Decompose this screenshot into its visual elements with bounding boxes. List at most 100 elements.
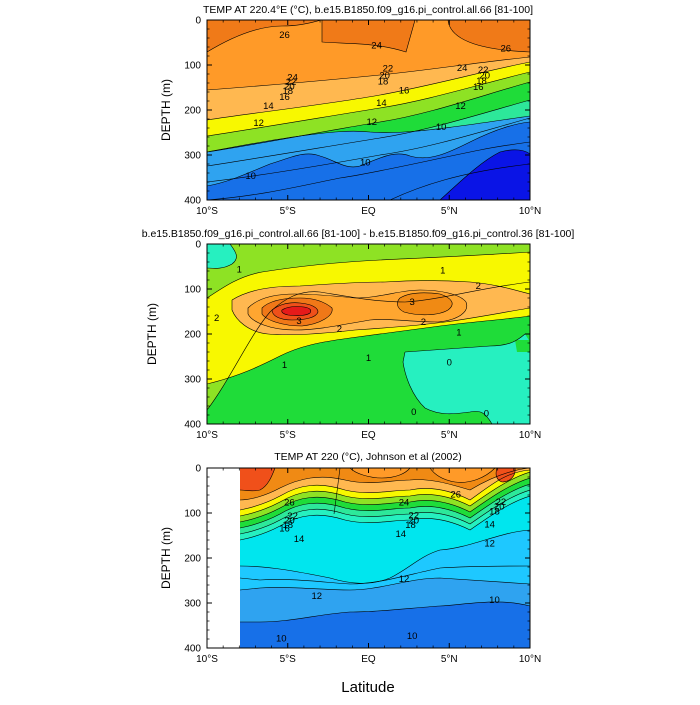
x-tick-label: 10°N: [519, 654, 541, 665]
contour-label: 14: [376, 98, 387, 109]
panel-1-axis-ticks: 10°S 5°S EQ 5°N 10°N 0 100 200 300 400: [184, 16, 541, 218]
contour-label: 14: [484, 519, 495, 530]
panel-2-difference: b.e15.B1850.f09_g16.pi_control.all.66 [8…: [142, 228, 575, 441]
contour-label: 16: [473, 82, 484, 93]
contour-label: 24: [287, 73, 298, 84]
x-tick-label: EQ: [361, 206, 376, 217]
contour-label: 1: [282, 360, 287, 371]
contour-label: 0: [447, 357, 452, 368]
contour-label: 14: [294, 534, 305, 545]
contour-label: 14: [263, 101, 274, 112]
contour-label: 26: [450, 490, 461, 501]
x-tick-label: 5°S: [280, 430, 297, 441]
x-tick-label: 5°N: [441, 206, 458, 217]
x-tick-label: 10°S: [196, 430, 218, 441]
contour-label: 12: [366, 117, 377, 128]
contour-label: 3: [296, 316, 301, 327]
contour-label: 22: [478, 65, 489, 76]
y-tick-label: 0: [195, 240, 201, 251]
y-tick-label: 200: [184, 330, 201, 341]
contour-label: 14: [396, 529, 407, 540]
contour-label: 20: [494, 501, 505, 512]
contour-label: 1: [237, 264, 242, 275]
panel-2-title: b.e15.B1850.f09_g16.pi_control.all.66 [8…: [142, 228, 575, 240]
y-tick-label: 200: [184, 554, 201, 565]
panel-1-contour-lines: [207, 20, 530, 200]
contour-label: 16: [399, 85, 410, 96]
panel-1-deep-fill: [207, 116, 530, 200]
contour-label: 22: [496, 497, 507, 508]
contour-label: 12: [484, 539, 495, 550]
contour-label: 22: [383, 64, 394, 75]
panel-1-model-temperature: TEMP AT 220.4°E (°C), b.e15.B1850.f09_g1…: [159, 4, 541, 218]
x-tick-label: EQ: [361, 654, 376, 665]
contour-label: 12: [399, 574, 410, 585]
contour-label: 18: [282, 520, 293, 531]
panel-2-contour-fill: [207, 244, 530, 424]
contour-label: 0: [484, 408, 489, 419]
y-tick-label: 0: [195, 464, 201, 475]
contour-label: 20: [379, 70, 390, 81]
contour-label: 2: [476, 281, 481, 292]
contour-label: 1: [456, 327, 461, 338]
contour-label: 1: [366, 353, 371, 364]
contour-label: 18: [282, 86, 293, 97]
y-tick-label: 300: [184, 151, 201, 162]
contour-label: 18: [476, 76, 487, 87]
contour-label: 10: [360, 157, 371, 168]
panel-3-contour-labels: 26 24262220181614222018142220181412121210…: [276, 490, 506, 645]
x-tick-label: 10°S: [196, 654, 218, 665]
x-tick-label: 5°S: [280, 654, 297, 665]
contour-label: 10: [245, 171, 256, 182]
contour-label: 22: [286, 77, 297, 88]
contour-label: 2: [337, 324, 342, 335]
panel-3-contour-lines: [239, 468, 530, 623]
contour-label: 22: [408, 510, 419, 521]
contour-label: 2: [421, 317, 426, 328]
panel-3-y-axis-label: DEPTH (m): [159, 527, 173, 589]
x-tick-label: EQ: [361, 430, 376, 441]
contour-label: 20: [284, 82, 295, 93]
contour-label: 24: [371, 40, 382, 51]
contour-label: 3: [409, 297, 414, 308]
contour-label: 10: [276, 634, 287, 645]
contour-label: 26: [284, 497, 295, 508]
y-tick-label: 0: [195, 16, 201, 27]
contour-label: 20: [479, 70, 490, 81]
panel-3-observed-temperature: TEMP AT 220 (°C), Johnson et al (2002): [159, 451, 541, 665]
y-tick-label: 200: [184, 106, 201, 117]
contour-label: 24: [457, 63, 468, 74]
y-tick-label: 400: [184, 420, 201, 431]
contour-label: 0: [411, 407, 416, 418]
y-tick-label: 100: [184, 285, 201, 296]
y-tick-label: 400: [184, 196, 201, 207]
contour-label: 18: [405, 520, 416, 531]
x-tick-label: 10°N: [519, 430, 541, 441]
panel-2-contour-lines: [207, 244, 530, 424]
contour-label: 18: [378, 76, 389, 87]
contour-label: 2: [214, 313, 219, 324]
y-tick-label: 400: [184, 644, 201, 655]
x-tick-label: 5°N: [441, 430, 458, 441]
contour-label: 16: [279, 92, 290, 103]
y-tick-label: 100: [184, 509, 201, 520]
contour-label: 12: [455, 101, 466, 112]
panel-3-axis-ticks: 10°S 5°S EQ 5°N 10°N 0 100 200 300 400: [184, 464, 541, 666]
contour-label: 26: [279, 30, 290, 41]
x-tick-label: 10°N: [519, 206, 541, 217]
contour-label: 1: [440, 266, 445, 277]
contour-label: 10: [407, 631, 418, 642]
contour-label: 22: [287, 511, 298, 522]
x-tick-label: 10°S: [196, 206, 218, 217]
panel-3-contour-fill: [207, 468, 530, 648]
panel-3-title: TEMP AT 220 (°C), Johnson et al (2002): [274, 451, 461, 463]
x-axis-title: Latitude: [341, 679, 394, 696]
x-tick-label: 5°N: [441, 654, 458, 665]
contour-label: 10: [489, 595, 500, 606]
y-tick-label: 100: [184, 61, 201, 72]
panel-1-y-axis-label: DEPTH (m): [159, 79, 173, 141]
contour-label: 12: [253, 118, 264, 129]
